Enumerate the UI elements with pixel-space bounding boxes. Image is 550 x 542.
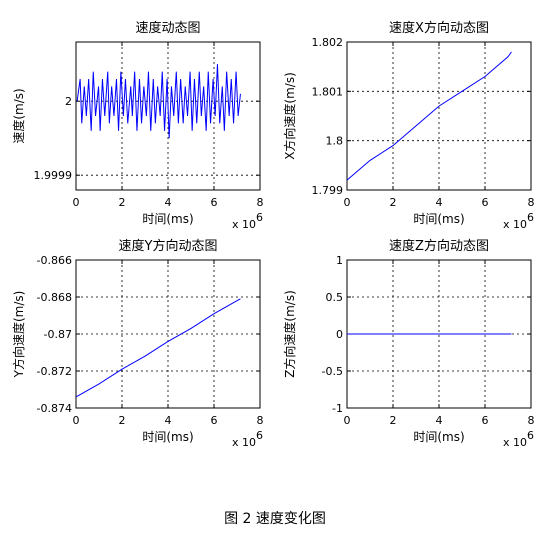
x-tick-label: 4 [165, 196, 172, 209]
x-tick-label: 6 [482, 414, 489, 427]
chart-title: 速度Y方向动态图 [119, 238, 218, 254]
x-axis-label: 时间(ms) [413, 430, 464, 444]
x-exponent-label: x 10 [232, 218, 256, 231]
x-exponent: 6 [256, 429, 263, 442]
y-tick-label: -1 [332, 402, 343, 415]
x-exponent: 6 [256, 211, 263, 224]
y-tick-label: -0.87 [44, 328, 72, 341]
x-axis-label: 时间(ms) [413, 212, 464, 226]
x-exponent: 6 [527, 211, 534, 224]
y-axis-label: Y方向速度(m/s) [11, 291, 26, 379]
y-tick-label: 1.9999 [34, 169, 73, 182]
x-tick-label: 2 [119, 414, 126, 427]
y-tick-label: 1.8 [326, 135, 344, 148]
chart-title: 速度X方向动态图 [389, 20, 489, 36]
x-tick-label: 0 [73, 414, 80, 427]
x-tick-label: 4 [165, 414, 172, 427]
x-tick-label: 8 [528, 414, 535, 427]
series-line [346, 51, 512, 181]
y-tick-label: 1.801 [312, 85, 344, 98]
x-tick-label: 4 [436, 196, 443, 209]
x-tick-label: 0 [344, 414, 351, 427]
x-tick-label: 0 [344, 196, 351, 209]
y-axis-label: 速度(m/s) [11, 88, 26, 143]
x-tick-label: 8 [257, 196, 264, 209]
y-tick-label: 2 [65, 95, 72, 108]
x-tick-label: 2 [390, 414, 397, 427]
y-tick-label: 1 [336, 254, 343, 267]
y-tick-label: 0.5 [326, 291, 344, 304]
series-line [76, 64, 241, 139]
x-tick-label: 0 [73, 196, 80, 209]
y-axis-label: X方向速度(m/s) [282, 72, 297, 160]
x-tick-label: 2 [390, 196, 397, 209]
y-axis-label: Z方向速度(m/s) [282, 290, 297, 378]
chart-title: 速度动态图 [135, 20, 200, 36]
x-exponent: 6 [527, 429, 534, 442]
chart-title: 速度Z方向动态图 [389, 238, 489, 254]
x-exponent-label: x 10 [503, 218, 527, 231]
x-tick-label: 2 [119, 196, 126, 209]
x-tick-label: 8 [528, 196, 535, 209]
x-axis-label: 时间(ms) [142, 212, 193, 226]
x-exponent-label: x 10 [503, 436, 527, 449]
series-line [75, 298, 241, 398]
y-tick-label: -0.5 [322, 365, 343, 378]
y-tick-label: -0.872 [37, 365, 72, 378]
y-tick-label: -0.868 [37, 291, 72, 304]
y-tick-label: -0.866 [37, 254, 72, 267]
x-tick-label: 4 [436, 414, 443, 427]
subplot-3: 0 2 4 6 8 -0.874 -0.872 -0.87 -0.868 -0.866 速度Y方向动… [11, 238, 264, 449]
x-tick-label: 6 [211, 414, 218, 427]
x-tick-label: 8 [257, 414, 264, 427]
y-tick-label: 1.799 [312, 184, 344, 197]
x-axis-label: 时间(ms) [142, 430, 193, 444]
x-tick-label: 6 [482, 196, 489, 209]
x-tick-label: 6 [211, 196, 218, 209]
y-tick-label: 0 [336, 328, 343, 341]
y-tick-label: -0.874 [37, 402, 72, 415]
y-tick-label: 1.802 [312, 36, 344, 49]
x-exponent-label: x 10 [232, 436, 256, 449]
figure-caption: 图 2 速度变化图 [224, 511, 326, 527]
